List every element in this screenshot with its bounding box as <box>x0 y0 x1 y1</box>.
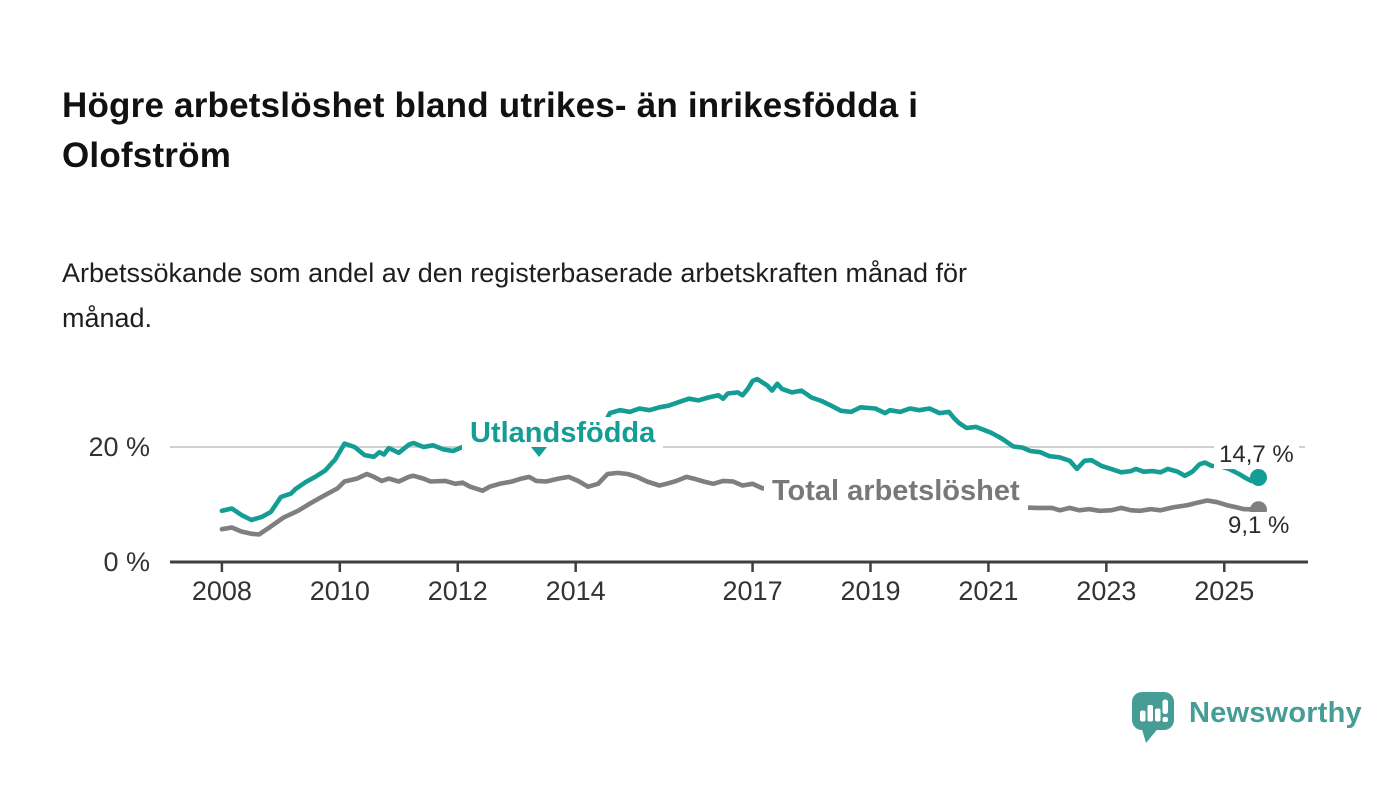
x-tick-label-2014: 2014 <box>546 576 606 606</box>
end-value-label-utlandsfodda: 14,7 % <box>1214 441 1299 469</box>
page-title: Högre arbetslöshet bland utrikes- än inr… <box>62 86 919 176</box>
newsworthy-logo-text: Newsworthy <box>1189 696 1362 729</box>
x-tick-label-2021: 2021 <box>958 576 1018 606</box>
end-dot-utlandsfodda <box>1250 469 1267 486</box>
y-axis-tick-label-0: 0 % <box>103 547 150 577</box>
end-value-label-total: 9,1 % <box>1223 512 1295 540</box>
line-utlandsfodda <box>219 376 1261 523</box>
series-label-utlandsfodda: Utlandsfödda <box>462 417 664 462</box>
x-tick-label-2010: 2010 <box>310 576 370 606</box>
newsworthy-logo-icon <box>1132 692 1174 743</box>
x-tick-label-2025: 2025 <box>1194 576 1254 606</box>
x-tick-label-2023: 2023 <box>1076 576 1136 606</box>
x-tick-label-2019: 2019 <box>840 576 900 606</box>
x-tick-label-2008: 2008 <box>192 576 252 606</box>
annotation-arrow-down-icon <box>531 447 547 457</box>
newsworthy-logo: Newsworthy <box>1131 691 1362 745</box>
y-axis-tick-label-20: 20 % <box>88 432 150 462</box>
x-tick-label-2012: 2012 <box>428 576 488 606</box>
x-tick-label-2017: 2017 <box>723 576 783 606</box>
series-label-total-arbetsloshet: Total arbetslöshet <box>764 475 1028 516</box>
chart-subtitle: Arbetssökande som andel av den registerb… <box>62 258 968 333</box>
line-total <box>219 470 1261 537</box>
